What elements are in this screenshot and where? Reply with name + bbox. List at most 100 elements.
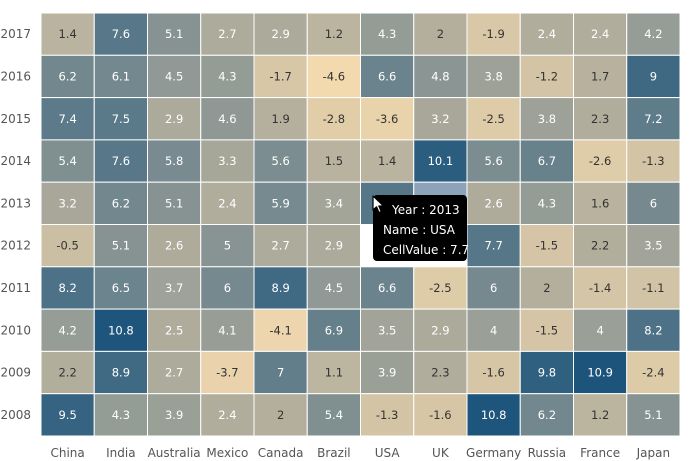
heatmap-cell[interactable] [626,308,681,352]
heatmap-cell[interactable] [626,12,681,56]
heatmap-cell[interactable] [253,54,308,99]
heatmap-cell[interactable] [306,54,361,99]
heatmap-cell[interactable] [40,266,95,310]
cell-value-label: 4 [596,323,603,337]
heatmap-cell[interactable] [519,181,574,225]
cell-value-label: 6.2 [112,196,130,210]
heatmap-cell[interactable] [573,54,628,99]
heatmap-cell[interactable] [200,266,255,310]
heatmap-cell[interactable] [93,224,148,268]
cell-value-label: -1.7 [269,69,291,83]
heatmap-cell[interactable] [40,393,95,437]
heatmap-cell[interactable] [360,350,415,395]
cell-value-label: 10.8 [108,323,134,337]
heatmap-cell[interactable] [253,97,308,141]
cell-value-label: 3.4 [325,196,343,210]
heatmap-cell[interactable] [573,308,628,352]
heatmap-cell[interactable] [147,97,202,141]
heatmap-cell[interactable] [306,393,361,437]
heatmap-cell[interactable] [466,139,521,183]
cell-value-label: 2.6 [165,239,183,253]
cell-value-label: 6 [650,196,657,210]
cell-value-label: 2.7 [218,27,236,41]
heatmap-cell[interactable] [40,139,95,183]
cell-value-label: 7.4 [58,112,76,126]
cell-value-label: -3.7 [216,366,238,380]
heatmap-cell[interactable] [200,139,255,183]
heatmap-cell[interactable] [253,181,308,225]
heatmap-cell[interactable] [626,393,681,437]
heatmap-cell[interactable] [40,12,95,56]
heatmap-cell[interactable] [519,308,574,352]
cell-value-label: 2.7 [271,239,289,253]
heatmap-cell[interactable] [413,266,468,310]
heatmap-cell[interactable] [519,54,574,99]
heatmap-cell[interactable] [413,12,468,56]
cell-value-label: 2 [277,408,284,422]
heatmap-cell[interactable] [519,12,574,56]
heatmap-cell[interactable] [200,350,255,395]
cell-value-label: -1.9 [482,27,504,41]
heatmap-cell[interactable] [573,350,628,395]
cell-value-label: 6.6 [378,69,396,83]
heatmap-cell[interactable] [573,139,628,183]
cell-value-label: 9.5 [58,408,76,422]
heatmap-cell[interactable] [413,54,468,99]
heatmap-cell[interactable] [626,181,681,225]
heatmap-cell[interactable] [147,266,202,310]
heatmap-cell[interactable] [93,54,148,99]
heatmap-cell[interactable] [573,181,628,225]
cell-value-label: -1.2 [536,69,558,83]
cell-value-label: 5.8 [165,154,183,168]
heatmap-cell[interactable] [519,139,574,183]
heatmap-cell[interactable] [253,308,308,352]
heatmap-cell[interactable] [147,139,202,183]
heatmap-cell[interactable] [147,12,202,56]
cell-value-label: -4.1 [269,323,291,337]
heatmap-cell[interactable] [360,54,415,99]
heatmap-cell[interactable] [306,12,361,56]
heatmap-cell[interactable] [306,181,361,225]
heatmap-cell[interactable] [253,266,308,310]
heatmap-cell[interactable] [93,12,148,56]
heatmap-cell[interactable] [626,139,681,183]
cell-value-label: 4.3 [378,27,396,41]
heatmap-cell[interactable] [147,393,202,437]
cell-value-label: 6 [224,281,231,295]
cell-value-label: 7 [277,366,284,380]
cell-value-label: 4.3 [538,196,556,210]
heatmap-cell[interactable] [93,181,148,225]
heatmap-cell[interactable] [40,181,95,225]
cell-value-label: 5.9 [271,196,289,210]
cell-value-label: 3.2 [431,112,449,126]
heatmap-cell[interactable] [413,393,468,437]
heatmap-cell[interactable] [360,139,415,183]
heatmap-cell[interactable] [93,350,148,395]
heatmap-cell[interactable] [200,97,255,141]
cell-value-label: 1.5 [325,154,343,168]
heatmap-cell[interactable] [200,224,255,268]
heatmap-cell[interactable] [253,393,308,437]
heatmap-cell[interactable] [40,308,95,352]
heatmap-cell[interactable] [626,54,681,99]
y-tick-label: 2008 [0,408,31,422]
heatmap-cell[interactable] [466,224,521,268]
mouse-pointer-icon [372,195,385,214]
heatmap-cell[interactable] [200,393,255,437]
cell-value-label: 2.5 [165,323,183,337]
heatmap-cell[interactable] [147,224,202,268]
cell-value-label: 2.4 [218,196,236,210]
heatmap-cell[interactable] [626,97,681,141]
heatmap-cell[interactable] [360,97,415,141]
heatmap-cell[interactable] [626,350,681,395]
cell-value-label: 8.9 [271,281,289,295]
heatmap-cell[interactable] [40,350,95,395]
cell-value-label: 1.4 [378,154,396,168]
heatmap-cell[interactable] [200,54,255,99]
x-tick-label: France [580,446,620,460]
heatmap-cell[interactable] [573,393,628,437]
heatmap-cell[interactable] [626,224,681,268]
heatmap-cell[interactable] [466,54,521,99]
heatmap-cell[interactable] [147,181,202,225]
heatmap-cell[interactable] [306,139,361,183]
